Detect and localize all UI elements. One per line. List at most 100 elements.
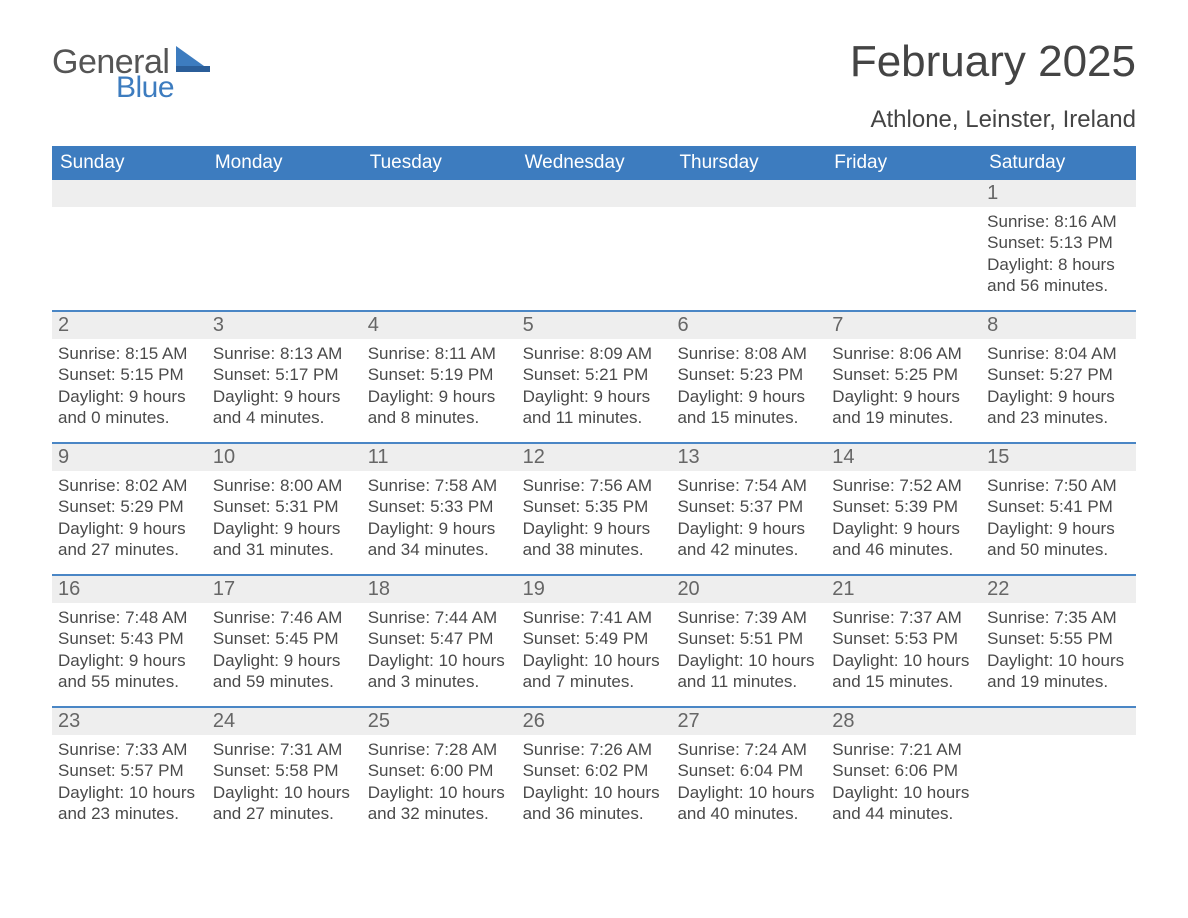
sunset-line: Sunset: 5:35 PM	[523, 496, 666, 517]
sunrise-line: Sunrise: 7:24 AM	[677, 739, 820, 760]
sunrise-line: Sunrise: 7:39 AM	[677, 607, 820, 628]
day-cell	[52, 207, 207, 296]
sunset-line: Sunset: 5:51 PM	[677, 628, 820, 649]
day-number-row: 16 17 18 19 20 21 22	[52, 576, 1136, 603]
sunset-line: Sunset: 5:39 PM	[832, 496, 975, 517]
sunset-line: Sunset: 5:43 PM	[58, 628, 201, 649]
day-body-row: Sunrise: 7:33 AMSunset: 5:57 PMDaylight:…	[52, 735, 1136, 838]
page-title: February 2025	[850, 40, 1136, 84]
sunrise-line: Sunrise: 7:33 AM	[58, 739, 201, 760]
daylight-line-2: and 40 minutes.	[677, 803, 820, 824]
day-cell: Sunrise: 7:37 AMSunset: 5:53 PMDaylight:…	[826, 603, 981, 692]
location-label: Athlone, Leinster, Ireland	[850, 106, 1136, 134]
weekday-header: Friday	[826, 146, 981, 180]
day-number: 26	[517, 708, 672, 735]
weekday-header: Wednesday	[517, 146, 672, 180]
title-block: February 2025 Athlone, Leinster, Ireland	[850, 40, 1136, 142]
daylight-line-1: Daylight: 10 hours	[832, 650, 975, 671]
daylight-line-1: Daylight: 10 hours	[523, 782, 666, 803]
daylight-line-1: Daylight: 9 hours	[58, 386, 201, 407]
daylight-line-1: Daylight: 10 hours	[368, 782, 511, 803]
day-cell: Sunrise: 7:31 AMSunset: 5:58 PMDaylight:…	[207, 735, 362, 824]
calendar-week: 1 Sunrise: 8:16 AMSunset: 5:13 PMDayligh…	[52, 180, 1136, 310]
day-body-row: Sunrise: 8:15 AMSunset: 5:15 PMDaylight:…	[52, 339, 1136, 442]
day-number: 13	[671, 444, 826, 471]
day-cell: Sunrise: 7:28 AMSunset: 6:00 PMDaylight:…	[362, 735, 517, 824]
day-cell: Sunrise: 7:54 AMSunset: 5:37 PMDaylight:…	[671, 471, 826, 560]
day-number: 3	[207, 312, 362, 339]
daylight-line-1: Daylight: 9 hours	[523, 518, 666, 539]
sunrise-line: Sunrise: 7:41 AM	[523, 607, 666, 628]
sunrise-line: Sunrise: 8:15 AM	[58, 343, 201, 364]
day-cell	[517, 207, 672, 296]
daylight-line-1: Daylight: 9 hours	[213, 650, 356, 671]
daylight-line-1: Daylight: 10 hours	[58, 782, 201, 803]
day-number	[981, 708, 1136, 735]
sunset-line: Sunset: 5:29 PM	[58, 496, 201, 517]
daylight-line-1: Daylight: 10 hours	[832, 782, 975, 803]
day-cell: Sunrise: 7:35 AMSunset: 5:55 PMDaylight:…	[981, 603, 1136, 692]
calendar-grid: Sunday Monday Tuesday Wednesday Thursday…	[52, 146, 1136, 838]
day-cell: Sunrise: 8:11 AMSunset: 5:19 PMDaylight:…	[362, 339, 517, 428]
day-cell: Sunrise: 8:15 AMSunset: 5:15 PMDaylight:…	[52, 339, 207, 428]
daylight-line-1: Daylight: 9 hours	[213, 386, 356, 407]
day-number: 1	[981, 180, 1136, 207]
daylight-line-1: Daylight: 9 hours	[58, 650, 201, 671]
day-number: 12	[517, 444, 672, 471]
calendar-week: 23 24 25 26 27 28 Sunrise: 7:33 AMSunset…	[52, 706, 1136, 838]
sunset-line: Sunset: 5:25 PM	[832, 364, 975, 385]
daylight-line-2: and 27 minutes.	[58, 539, 201, 560]
sunrise-line: Sunrise: 8:02 AM	[58, 475, 201, 496]
daylight-line-2: and 32 minutes.	[368, 803, 511, 824]
daylight-line-1: Daylight: 9 hours	[368, 518, 511, 539]
sunset-line: Sunset: 6:06 PM	[832, 760, 975, 781]
sunrise-line: Sunrise: 8:11 AM	[368, 343, 511, 364]
calendar-week: 9 10 11 12 13 14 15 Sunrise: 8:02 AMSuns…	[52, 442, 1136, 574]
day-number: 16	[52, 576, 207, 603]
flag-icon	[176, 46, 210, 72]
daylight-line-2: and 15 minutes.	[832, 671, 975, 692]
day-number: 10	[207, 444, 362, 471]
day-cell: Sunrise: 7:41 AMSunset: 5:49 PMDaylight:…	[517, 603, 672, 692]
daylight-line-2: and 7 minutes.	[523, 671, 666, 692]
day-cell	[981, 735, 1136, 824]
day-cell: Sunrise: 8:09 AMSunset: 5:21 PMDaylight:…	[517, 339, 672, 428]
sunrise-line: Sunrise: 7:21 AM	[832, 739, 975, 760]
weekday-header: Thursday	[671, 146, 826, 180]
day-number: 25	[362, 708, 517, 735]
sunset-line: Sunset: 5:41 PM	[987, 496, 1130, 517]
daylight-line-1: Daylight: 10 hours	[523, 650, 666, 671]
day-number: 8	[981, 312, 1136, 339]
day-cell: Sunrise: 8:00 AMSunset: 5:31 PMDaylight:…	[207, 471, 362, 560]
header: General Blue February 2025 Athlone, Lein…	[52, 40, 1136, 142]
daylight-line-1: Daylight: 9 hours	[987, 386, 1130, 407]
day-number: 17	[207, 576, 362, 603]
day-number-row: 9 10 11 12 13 14 15	[52, 444, 1136, 471]
day-body-row: Sunrise: 8:02 AMSunset: 5:29 PM Daylight:…	[52, 471, 1136, 574]
day-number-row: 23 24 25 26 27 28	[52, 708, 1136, 735]
sunset-line: Sunset: 5:57 PM	[58, 760, 201, 781]
daylight-line-2: and 36 minutes.	[523, 803, 666, 824]
sunrise-line: Sunrise: 7:54 AM	[677, 475, 820, 496]
day-number	[207, 180, 362, 207]
day-cell: Sunrise: 7:58 AMSunset: 5:33 PMDaylight:…	[362, 471, 517, 560]
day-cell: Sunrise: 8:02 AMSunset: 5:29 PMDaylight:…	[52, 471, 207, 560]
brand-text: General Blue	[52, 46, 210, 104]
calendar-page: General Blue February 2025 Athlone, Lein…	[0, 0, 1188, 858]
day-cell: Sunrise: 7:26 AMSunset: 6:02 PMDaylight:…	[517, 735, 672, 824]
day-body-row: Sunrise: 8:16 AMSunset: 5:13 PMDaylight:…	[52, 207, 1136, 310]
daylight-line-2: and 15 minutes.	[677, 407, 820, 428]
sunset-line: Sunset: 5:21 PM	[523, 364, 666, 385]
day-number	[517, 180, 672, 207]
sunset-line: Sunset: 5:47 PM	[368, 628, 511, 649]
day-number: 22	[981, 576, 1136, 603]
daylight-line-2: and 42 minutes.	[677, 539, 820, 560]
day-number	[671, 180, 826, 207]
day-number: 5	[517, 312, 672, 339]
sunrise-line: Sunrise: 7:31 AM	[213, 739, 356, 760]
daylight-line-1: Daylight: 9 hours	[677, 386, 820, 407]
day-number: 21	[826, 576, 981, 603]
daylight-line-2: and 59 minutes.	[213, 671, 356, 692]
sunset-line: Sunset: 5:55 PM	[987, 628, 1130, 649]
day-number: 6	[671, 312, 826, 339]
